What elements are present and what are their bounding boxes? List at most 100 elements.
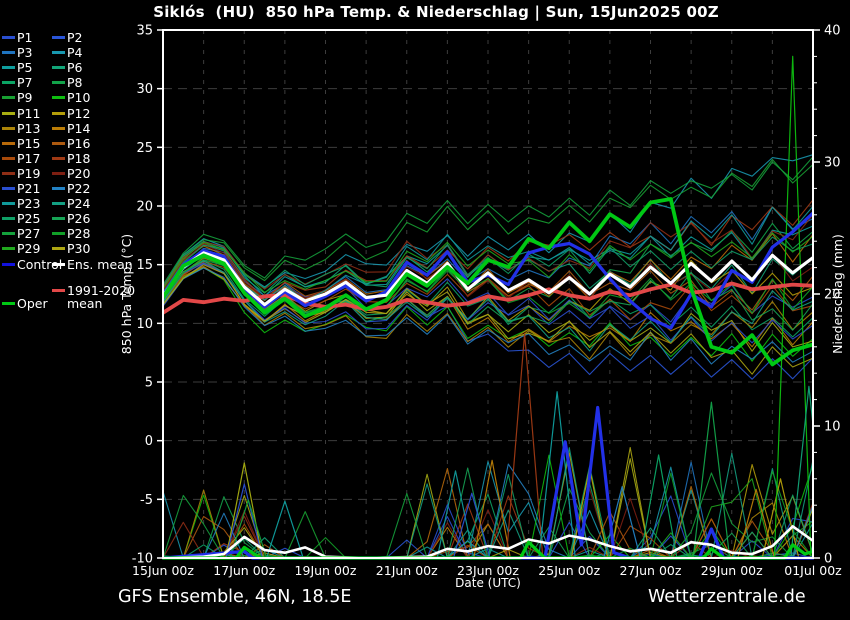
x-axis-tick-label: 01Jul 00z [784, 563, 842, 578]
legend-item-p4-label: P4 [67, 45, 83, 61]
x-axis-title: Date (UTC) [455, 576, 521, 590]
legend-item-control-label: Control [17, 257, 63, 272]
legend-item-p25: P25 [2, 212, 40, 225]
legend-item-oper-color-line-icon [2, 302, 15, 305]
legend-item-p18: P18 [52, 152, 90, 165]
left-axis-title: 850 hPa Temp. (°C) [119, 234, 134, 354]
legend-item-p27: P27 [2, 227, 40, 240]
left-axis-tick-label: -5 [140, 493, 153, 508]
legend-item-p4-color-line-icon [52, 51, 65, 55]
legend-item-p1: P1 [2, 31, 33, 44]
legend-item-p20: P20 [52, 167, 90, 180]
legend: P1 P2 P3 P4 P5 P6 P7 P8 P9 P10 P11 P12 P13 P14 P15 P16 P… [0, 0, 135, 340]
legend-item-p18-color-line-icon [52, 156, 65, 160]
legend-item-p22: P22 [52, 182, 90, 195]
legend-item-p30-label: P30 [67, 241, 91, 257]
legend-item-oper-label: Oper [17, 296, 48, 311]
legend-item-p2: P2 [52, 31, 83, 44]
legend-item-p6: P6 [52, 61, 83, 74]
legend-item-p20-label: P20 [67, 165, 91, 181]
legend-item-p29: P29 [2, 242, 40, 255]
legend-item-p12-color-line-icon [52, 111, 65, 115]
legend-item-p21-label: P21 [17, 181, 41, 196]
legend-item-p10-color-line-icon [52, 96, 65, 100]
x-axis-tick-label: 21Jun 00z [376, 563, 438, 578]
precip-spikes [225, 55, 814, 559]
legend-item-p19: P19 [2, 167, 40, 180]
right-axis-tick-label: 30 [824, 156, 841, 171]
legend-item-p5-color-line-icon [2, 66, 15, 70]
x-axis-tick-label: 29Jun 00z [701, 563, 763, 578]
legend-item-p7-label: P7 [17, 75, 33, 91]
right-axis-tick-label: 0 [824, 552, 832, 567]
legend-item-p17-label: P17 [17, 150, 41, 166]
footer-model-info: GFS Ensemble, 46N, 18.5E [118, 587, 352, 607]
legend-item-p30: P30 [52, 242, 90, 255]
legend-item-p1-label: P1 [17, 30, 33, 45]
temp-line-1991-2020-mean [162, 281, 814, 315]
legend-item-p7: P7 [2, 76, 33, 89]
legend-item-p17: P17 [2, 152, 40, 165]
legend-item-p3-label: P3 [17, 45, 33, 61]
legend-item-p8: P8 [52, 76, 83, 89]
legend-item-p8-color-line-icon [52, 81, 65, 85]
legend-item-p24-label: P24 [67, 196, 91, 212]
legend-item-p27-color-line-icon [2, 232, 15, 236]
legend-item-p6-label: P6 [67, 60, 83, 76]
legend-item-p4: P4 [52, 46, 83, 59]
left-axis-tick-label: 5 [145, 376, 153, 391]
legend-item-p19-color-line-icon [2, 171, 15, 175]
left-axis-tick-label: 15 [136, 258, 153, 273]
legend-item-p23-label: P23 [17, 196, 41, 212]
legend-item-p15-color-line-icon [2, 141, 15, 145]
x-axis-tick-label: 23Jun 00z [457, 563, 519, 578]
left-axis-tick-label: -10 [132, 552, 153, 567]
legend-item-p23-color-line-icon [2, 202, 15, 206]
legend-item-p14-color-line-icon [52, 126, 65, 130]
legend-item-ens-mean-label: Ens. mean [67, 257, 133, 272]
right-axis-tick-label: 10 [824, 420, 841, 435]
legend-item-p26-color-line-icon [52, 217, 65, 221]
right-axis-title: Niederschlag (mm) [830, 234, 845, 354]
legend-item-oper: Oper [2, 297, 48, 310]
legend-item-p1-color-line-icon [2, 36, 15, 39]
legend-item-p2-label: P2 [67, 30, 83, 45]
legend-item-p2-color-line-icon [52, 36, 65, 39]
legend-item-p22-label: P22 [67, 181, 91, 196]
precip-line-ens-mean [162, 524, 814, 560]
legend-item-p28-label: P28 [67, 226, 91, 242]
legend-item-p13-color-line-icon [2, 126, 15, 130]
legend-item-p10-label: P10 [67, 90, 91, 106]
legend-item-p21-color-line-icon [2, 187, 15, 190]
x-axis-tick-label: 17Jun 00z [213, 563, 275, 578]
legend-item-p9-color-line-icon [2, 96, 15, 100]
left-axis-tick-label: 0 [145, 434, 153, 449]
legend-item-p9: P9 [2, 91, 33, 104]
legend-item-p13-label: P13 [17, 120, 41, 136]
legend-item-p5: P5 [2, 61, 33, 74]
legend-item-control: Control [2, 258, 62, 271]
legend-item-p14-label: P14 [67, 120, 91, 136]
legend-item-p9-label: P9 [17, 90, 33, 106]
legend-item-p24: P24 [52, 197, 90, 210]
legend-item-p19-label: P19 [17, 165, 41, 181]
legend-item-p25-color-line-icon [2, 217, 15, 221]
legend-item-p16-color-line-icon [52, 141, 65, 145]
legend-item-climate-mean-label: 1991-2020 [67, 283, 136, 298]
legend-item-control-color-line-icon [2, 263, 15, 266]
legend-item-p12: P12 [52, 107, 90, 120]
legend-item-p11: P11 [2, 107, 40, 120]
legend-item-p21: P21 [2, 182, 40, 195]
legend-item-p29-label: P29 [17, 241, 41, 257]
legend-item-p15-label: P15 [17, 135, 41, 151]
footer-brand: Wetterzentrale.de [648, 587, 806, 607]
x-axis-tick-label: 27Jun 00z [620, 563, 682, 578]
legend-item-p27-label: P27 [17, 226, 41, 242]
legend-item-p30-color-line-icon [52, 247, 65, 251]
temp-line-oper [162, 197, 814, 367]
temp-line-ens-mean [162, 251, 814, 307]
legend-item-p29-color-line-icon [2, 247, 15, 251]
legend-item-p14: P14 [52, 122, 90, 135]
legend-item-p24-color-line-icon [52, 202, 65, 206]
legend-item-p16: P16 [52, 137, 90, 150]
